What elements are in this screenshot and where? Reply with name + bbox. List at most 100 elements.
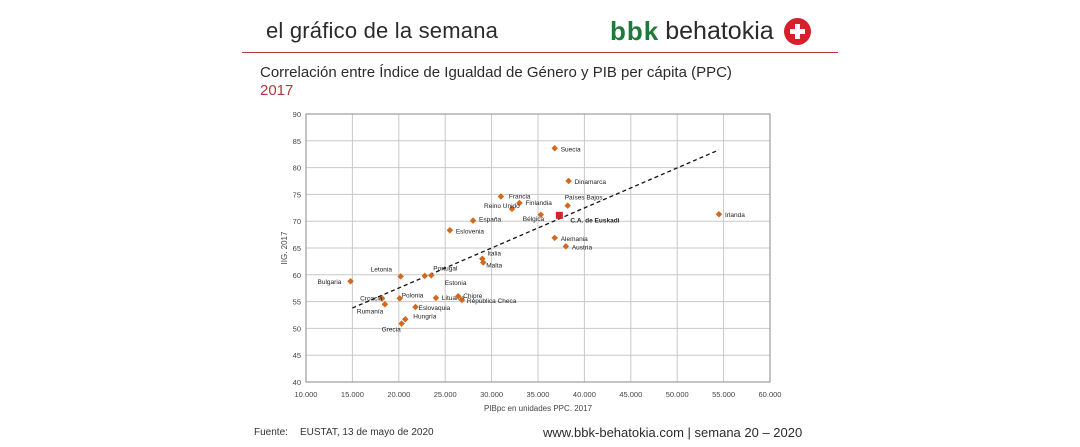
x-tick-label: 10.000 bbox=[295, 390, 318, 399]
point-marker bbox=[378, 295, 386, 302]
page-title: el gráfico de la semana bbox=[266, 18, 499, 43]
point-label: España bbox=[479, 217, 501, 224]
y-tick-label: 70 bbox=[293, 217, 301, 226]
point-label: Letonia bbox=[371, 266, 393, 273]
x-tick-label: 35.000 bbox=[527, 390, 550, 399]
y-axis-label: IIG. 2017 bbox=[280, 231, 289, 264]
x-axis-label: PIBpc en unidades PPC. 2017 bbox=[484, 404, 593, 413]
footer-url-link[interactable]: www.bbk-behatokia.com bbox=[543, 425, 684, 440]
point-marker bbox=[454, 292, 462, 300]
trendline bbox=[352, 149, 720, 309]
point-marker bbox=[565, 177, 572, 185]
logo-bbk-text: bbk bbox=[610, 16, 660, 46]
point-marker bbox=[551, 234, 558, 242]
plus-cross-icon bbox=[783, 18, 811, 45]
chart-year: 2017 bbox=[260, 82, 294, 99]
x-tick-label: 25.000 bbox=[434, 390, 457, 399]
point-marker bbox=[508, 205, 516, 213]
axis-layer: 10.000 15.000 20.000 25.000 30.000 35.000 40.0… bbox=[280, 110, 781, 413]
x-tick-label: 20.000 bbox=[387, 390, 410, 399]
x-tick-label: 55.000 bbox=[712, 390, 735, 399]
point-marker bbox=[421, 272, 429, 280]
point-label: Portugal bbox=[433, 265, 458, 272]
chart-title: Correlación entre Índice de Igualdad de … bbox=[260, 64, 732, 81]
point-marker bbox=[458, 296, 466, 304]
logo-name-text: behatokia bbox=[665, 17, 774, 45]
point-marker bbox=[551, 145, 558, 152]
y-tick-label: 60 bbox=[293, 271, 301, 280]
point-marker bbox=[537, 211, 545, 219]
point-label: República Checa bbox=[467, 298, 517, 305]
footer-week: semana 20 – 2020 bbox=[694, 425, 803, 440]
y-tick-label: 55 bbox=[293, 298, 301, 307]
point-marker bbox=[516, 199, 523, 207]
x-tick-label: 50.000 bbox=[666, 390, 689, 399]
point-marker bbox=[479, 259, 487, 266]
x-tick-label: 15.000 bbox=[341, 390, 364, 399]
point-label: Eslovenia bbox=[456, 228, 485, 235]
y-tick-label: 65 bbox=[293, 244, 301, 253]
footer-separator: | bbox=[687, 425, 695, 440]
point-label: Lituania bbox=[442, 295, 465, 302]
point-label: Estonia bbox=[445, 280, 467, 287]
point-marker bbox=[428, 272, 435, 279]
point-label: Irlanda bbox=[725, 212, 745, 219]
point-label: Dinamarca bbox=[575, 179, 607, 186]
point-marker-highlight bbox=[555, 211, 563, 219]
point-label: Hungría bbox=[413, 313, 437, 320]
point-marker bbox=[562, 243, 570, 250]
x-tick-label: 45.000 bbox=[619, 390, 642, 399]
point-marker bbox=[497, 193, 505, 200]
point-marker bbox=[347, 277, 354, 285]
point-marker bbox=[412, 303, 419, 311]
point-marker bbox=[469, 217, 477, 224]
y-tick-label: 50 bbox=[293, 324, 301, 333]
point-label: C.A. de Euskadi bbox=[570, 217, 619, 224]
y-tick-label: 40 bbox=[293, 378, 301, 387]
point-label: Bulgaria bbox=[318, 279, 342, 286]
y-tick-label: 80 bbox=[293, 164, 301, 173]
point-marker bbox=[402, 316, 409, 323]
point-label: Bélgica bbox=[523, 216, 545, 223]
point-marker bbox=[432, 294, 440, 302]
header-divider bbox=[242, 52, 838, 53]
point-marker bbox=[446, 227, 454, 234]
point-label: Grecia bbox=[382, 327, 402, 334]
footer-source: EUSTAT, 13 de mayo de 2020 bbox=[300, 427, 434, 438]
point-label: Alemania bbox=[561, 236, 588, 243]
point-marker bbox=[715, 210, 723, 218]
point-marker bbox=[396, 295, 403, 302]
y-tick-label: 45 bbox=[293, 351, 301, 360]
point-label: Italia bbox=[487, 251, 501, 258]
point-label: Suecia bbox=[561, 146, 581, 153]
point-label: Reino Unido bbox=[484, 203, 520, 210]
point-label: Austria bbox=[572, 244, 593, 251]
x-tick-label: 40.000 bbox=[573, 390, 596, 399]
point-label: Croacia bbox=[360, 295, 383, 302]
footer-right: www.bbk-behatokia.com | semana 20 – 2020 bbox=[543, 425, 802, 440]
point-label: Eslovaquia bbox=[419, 305, 451, 312]
grid-layer bbox=[305, 113, 771, 383]
point-marker bbox=[564, 202, 571, 209]
x-tick-label: 60.000 bbox=[759, 390, 782, 399]
footer-source-label: Fuente: bbox=[254, 427, 288, 438]
brand-logo[interactable]: bbk behatokia bbox=[610, 16, 811, 47]
point-marker bbox=[398, 320, 405, 327]
point-label: Chipre bbox=[463, 293, 483, 300]
point-label: Malta bbox=[486, 262, 502, 269]
point-label: Polonia bbox=[402, 292, 424, 299]
x-tick-label: 30.000 bbox=[480, 390, 503, 399]
point-marker bbox=[381, 301, 389, 308]
plot-frame bbox=[305, 113, 771, 383]
point-marker bbox=[397, 273, 404, 280]
y-tick-label: 90 bbox=[293, 110, 301, 119]
y-tick-label: 85 bbox=[293, 137, 301, 146]
point-label: Finlandia bbox=[525, 200, 552, 207]
y-tick-label: 75 bbox=[293, 190, 301, 199]
trend-layer bbox=[352, 149, 720, 309]
point-label: Francia bbox=[509, 194, 531, 201]
point-label: Países Bajos bbox=[565, 195, 604, 202]
point-label: Rumanía bbox=[357, 308, 384, 315]
